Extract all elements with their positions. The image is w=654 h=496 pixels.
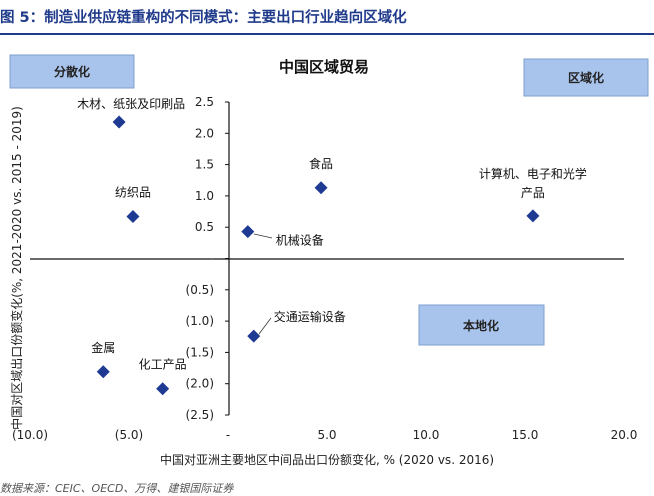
- scatter-point: [241, 225, 255, 239]
- source-note: 数据来源：CEIC、OECD、万得、建银国际证券: [0, 482, 234, 495]
- scatter-point: [126, 210, 140, 224]
- point-label: 计算机、电子和光学产品: [479, 166, 587, 200]
- x-tick-label: (5.0): [115, 428, 143, 442]
- y-axis-label: 中国对区域出口份额变化(%, 2021-2020 vs. 2015 - 2019…: [9, 106, 24, 430]
- quadrant-label-local: 本地化: [463, 318, 499, 333]
- scatter-point: [526, 209, 540, 223]
- y-tick-label: 2.5: [195, 95, 214, 109]
- y-tick-label: (0.5): [186, 283, 214, 297]
- y-tick-label: 0.5: [195, 220, 214, 234]
- quadrant-label-regional: 区域化: [568, 70, 604, 85]
- x-tick-label: 10.0: [413, 428, 440, 442]
- point-label: 木材、纸张及印刷品: [77, 97, 185, 111]
- scatter-point: [247, 329, 261, 343]
- point-label: 机械设备: [276, 233, 324, 248]
- scatter-point: [96, 365, 110, 379]
- point-label: 食品: [309, 156, 333, 171]
- figure-title: 图 5：制造业供应链重构的不同模式：主要出口行业趋向区域化: [0, 10, 407, 26]
- y-tick-label: 2.0: [195, 126, 214, 140]
- point-label: 交通运输设备: [274, 309, 346, 324]
- x-tick-label: (10.0): [12, 428, 48, 442]
- chart-title: 中国区域贸易: [279, 58, 369, 76]
- y-tick-label: -: [210, 252, 214, 266]
- point-label: 金属: [91, 340, 115, 355]
- x-axis-label: 中国对亚洲主要地区中间品出口份额变化, % (2020 vs. 2016): [160, 452, 494, 467]
- y-tick-label: (1.0): [186, 314, 214, 328]
- x-tick-label: 15.0: [512, 428, 539, 442]
- scatter-point: [314, 181, 328, 195]
- scatter-point: [112, 115, 126, 129]
- point-label: 纺织品: [115, 186, 151, 200]
- scatter-point: [156, 382, 170, 396]
- quadrant-box-dispersed: [9, 54, 135, 89]
- leader-line-transport: [258, 317, 272, 335]
- leader-line-machinery: [253, 233, 273, 239]
- x-tick-label: -: [226, 428, 230, 442]
- point-label: 化工产品: [139, 358, 187, 372]
- quadrant-box-local: [418, 304, 545, 346]
- y-tick-label: (1.5): [186, 345, 214, 359]
- y-tick-label: 1.0: [195, 189, 214, 203]
- x-tick-label: 20.0: [611, 428, 638, 442]
- y-tick-label: (2.5): [186, 408, 214, 422]
- y-tick-label: 1.5: [195, 158, 214, 172]
- title-rule: [0, 33, 654, 35]
- quadrant-label-dispersed: 分散化: [54, 64, 90, 79]
- x-tick-label: 5.0: [317, 428, 336, 442]
- quadrant-box-regional: [523, 58, 649, 97]
- y-tick-label: (2.0): [186, 377, 214, 391]
